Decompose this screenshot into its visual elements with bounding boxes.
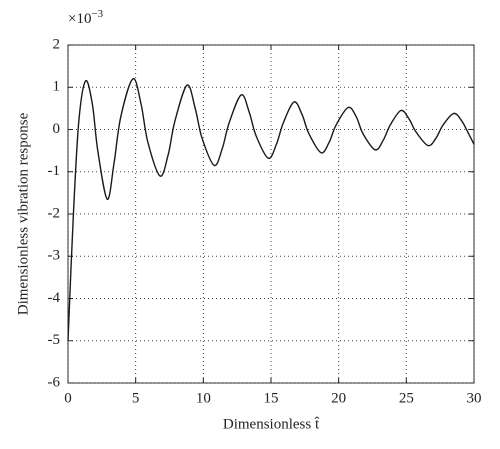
y-multiplier: ×10−3	[68, 8, 104, 28]
x-tick-label: 5	[132, 390, 140, 406]
y-tick-label: -5	[48, 332, 61, 348]
x-tick-label: 20	[331, 390, 346, 406]
x-tick-label: 0	[64, 390, 72, 406]
data-line	[67, 78, 475, 341]
y-tick-label: -3	[48, 248, 61, 264]
y-tick-label: 1	[53, 79, 61, 95]
x-tick-label: 10	[196, 390, 211, 406]
y-axis-label: Dimensionless vibration response	[15, 112, 31, 315]
y-tick-label: -4	[48, 290, 61, 306]
y-tick-label: 2	[53, 36, 61, 52]
multiplier-exponent: −3	[91, 8, 103, 20]
x-tick-label: 15	[264, 390, 279, 406]
x-tick-label: 25	[399, 390, 414, 406]
multiplier-base: ×10	[68, 11, 91, 27]
x-axis-label: Dimensionless t̂	[223, 416, 320, 432]
x-tick-label: 30	[467, 390, 482, 406]
y-tick-label: 0	[53, 121, 61, 137]
y-tick-label: -1	[48, 163, 61, 179]
y-tick-label: -2	[48, 205, 61, 221]
y-tick-label: -6	[48, 374, 61, 390]
